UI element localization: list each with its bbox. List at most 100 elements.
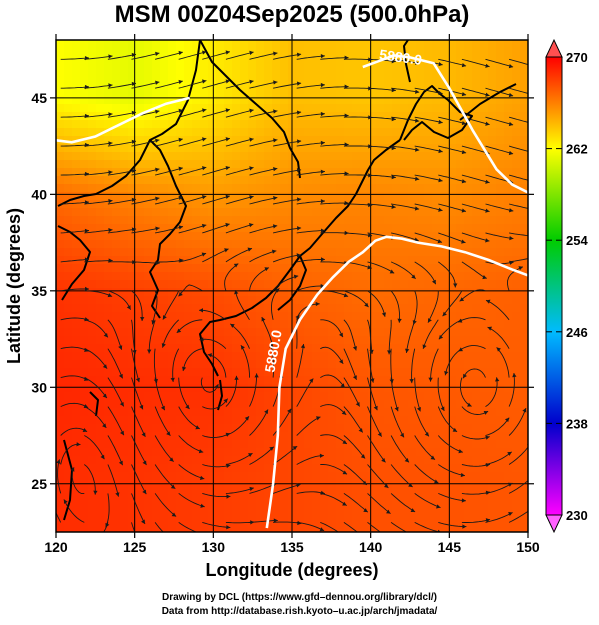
streamline xyxy=(131,227,160,234)
heat-cell xyxy=(160,144,169,153)
heat-cell xyxy=(136,136,145,145)
heat-cell xyxy=(224,200,233,209)
streamline-arrow xyxy=(341,410,347,415)
heat-cell xyxy=(152,144,161,153)
streamline-arrow xyxy=(482,275,487,280)
heat-cell xyxy=(112,480,121,489)
heat-cell xyxy=(480,296,489,305)
heat-cell xyxy=(416,88,425,97)
heat-cell xyxy=(152,424,161,433)
heat-cell xyxy=(424,288,433,297)
streamline-arrow xyxy=(532,122,536,126)
heat-cell xyxy=(56,40,65,49)
heat-cell xyxy=(272,328,281,337)
heat-cell xyxy=(496,96,505,105)
streamline-arrow xyxy=(214,384,219,389)
heat-cell xyxy=(224,368,233,377)
heat-cell xyxy=(512,80,521,89)
streamline xyxy=(249,167,278,176)
heat-cell xyxy=(184,424,193,433)
heat-cell xyxy=(104,64,113,73)
heat-cell xyxy=(248,208,257,217)
heat-cell xyxy=(256,464,265,473)
heat-cell xyxy=(464,40,473,49)
heat-cell xyxy=(232,504,241,513)
heat-cell xyxy=(352,144,361,153)
heat-cell xyxy=(488,304,497,313)
heat-cell xyxy=(240,384,249,393)
heat-cell xyxy=(480,472,489,481)
streamline xyxy=(296,142,325,147)
heat-cell xyxy=(520,48,528,57)
streamline xyxy=(296,258,325,263)
heat-cell xyxy=(496,416,505,425)
streamline xyxy=(202,521,231,528)
heat-cell xyxy=(80,408,89,417)
heat-cell xyxy=(280,368,289,377)
heat-cell xyxy=(208,96,217,105)
heat-cell xyxy=(96,160,105,169)
heat-cell xyxy=(88,464,97,473)
heat-cell xyxy=(192,152,201,161)
heat-cell xyxy=(520,80,528,89)
heat-cell xyxy=(96,256,105,265)
heat-cell xyxy=(304,280,313,289)
heat-cell xyxy=(392,192,401,201)
heat-cell xyxy=(496,280,505,289)
heat-cell xyxy=(336,136,345,145)
heat-cell xyxy=(384,360,393,369)
streamline xyxy=(60,317,89,321)
heat-cell xyxy=(280,392,289,401)
heat-cell xyxy=(360,400,369,409)
heat-cell xyxy=(440,80,449,89)
heat-cell xyxy=(464,256,473,265)
heat-cell xyxy=(152,264,161,273)
heat-cell xyxy=(368,344,377,353)
heat-cell xyxy=(456,464,465,473)
heat-cell xyxy=(80,224,89,233)
heat-cell xyxy=(456,160,465,169)
contour-line xyxy=(56,96,191,144)
heat-cell xyxy=(376,376,385,385)
streamline xyxy=(131,319,136,355)
heat-cell xyxy=(376,440,385,449)
heat-cell xyxy=(184,40,193,49)
streamline-arrow xyxy=(463,373,467,379)
heat-cell xyxy=(216,320,225,329)
streamline xyxy=(202,223,230,234)
heat-cell xyxy=(480,336,489,345)
heat-cell xyxy=(480,320,489,329)
heat-cell xyxy=(64,144,73,153)
heat-cell xyxy=(176,408,185,417)
streamline xyxy=(202,166,231,176)
heat-cell xyxy=(232,120,241,129)
heat-cell xyxy=(112,168,121,177)
streamline xyxy=(438,145,467,154)
heat-cell xyxy=(328,432,337,441)
heat-cell xyxy=(296,344,305,353)
heat-cell xyxy=(128,280,137,289)
heat-cell xyxy=(416,80,425,89)
streamline xyxy=(273,82,302,89)
heat-cell xyxy=(256,96,265,105)
heat-cell xyxy=(480,40,489,49)
streamline xyxy=(367,406,382,437)
heat-cell xyxy=(472,128,481,137)
streamline-arrow xyxy=(118,345,123,350)
heat-cell xyxy=(144,96,153,105)
heat-cell xyxy=(368,432,377,441)
streamline xyxy=(461,463,491,467)
streamline xyxy=(249,81,278,89)
heat-cell xyxy=(456,520,465,529)
heat-cell xyxy=(64,440,73,449)
heat-cell xyxy=(176,296,185,305)
heat-cell xyxy=(408,48,417,57)
streamline-arrow xyxy=(508,512,513,517)
heat-cell xyxy=(520,56,528,65)
streamline-arrow xyxy=(178,166,183,171)
heat-cell xyxy=(496,176,505,185)
heat-cell xyxy=(320,104,329,113)
heat-cell xyxy=(456,408,465,417)
streamline xyxy=(249,197,278,205)
heat-cell xyxy=(264,168,273,177)
